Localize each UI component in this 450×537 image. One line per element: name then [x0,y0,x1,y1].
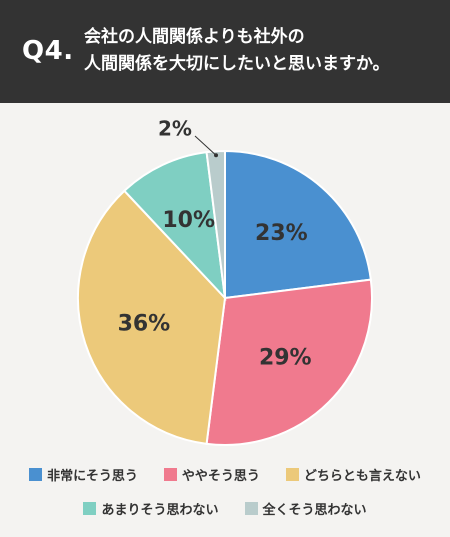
pie-slice [205,149,226,299]
slice-label: 23% [255,221,308,246]
slice-label: 2% [158,117,192,141]
legend-swatch [244,501,258,515]
legend-item: ややそう思う [163,465,260,484]
chart-legend: 非常にそう思う ややそう思う どちらとも言えない あまりそう思わない 全くそう思… [0,455,450,537]
legend-swatch [285,467,299,481]
leader-line [194,135,217,156]
slice-label: 10% [162,208,215,233]
legend-label: 非常にそう思う [47,468,138,484]
legend-label: あまりそう思わない [101,502,219,518]
leader-dot [214,153,219,158]
pie-slice [224,149,372,300]
legend-swatch [83,501,97,515]
question-header: Q4. 会社の人間関係よりも社外の 人間関係を大切にしたいと思いますか。 [0,0,450,103]
pie-slice [77,189,227,445]
pie-slice [205,278,373,446]
legend-item: 全くそう思わない [244,499,367,518]
legend-label: どちらとも言えない [303,468,421,484]
legend-row-2: あまりそう思わない 全くそう思わない [0,491,450,525]
slice-label: 29% [259,345,312,370]
legend-swatch [29,467,43,481]
legend-row-1: 非常にそう思う ややそう思う どちらとも言えない [0,457,450,491]
pie-chart: 23% 29% 36% 10% 2% [77,117,373,446]
legend-label: 全くそう思わない [262,502,367,518]
question-text: 会社の人間関係よりも社外の 人間関係を大切にしたいと思いますか。 [84,24,434,78]
legend-item: 非常にそう思う [29,465,138,484]
legend-item: あまりそう思わない [83,499,219,518]
legend-label: ややそう思う [181,468,260,484]
legend-item: どちらとも言えない [285,465,421,484]
question-line-1: 会社の人間関係よりも社外の [84,27,305,47]
question-number: Q4. [22,36,74,66]
question-line-2: 人間関係を大切にしたいと思いますか。 [84,54,390,74]
slice-label: 36% [118,311,171,336]
legend-swatch [163,467,177,481]
pie-slice [122,151,227,301]
pie-chart-area: 23% 29% 36% 10% 2% [0,103,450,453]
